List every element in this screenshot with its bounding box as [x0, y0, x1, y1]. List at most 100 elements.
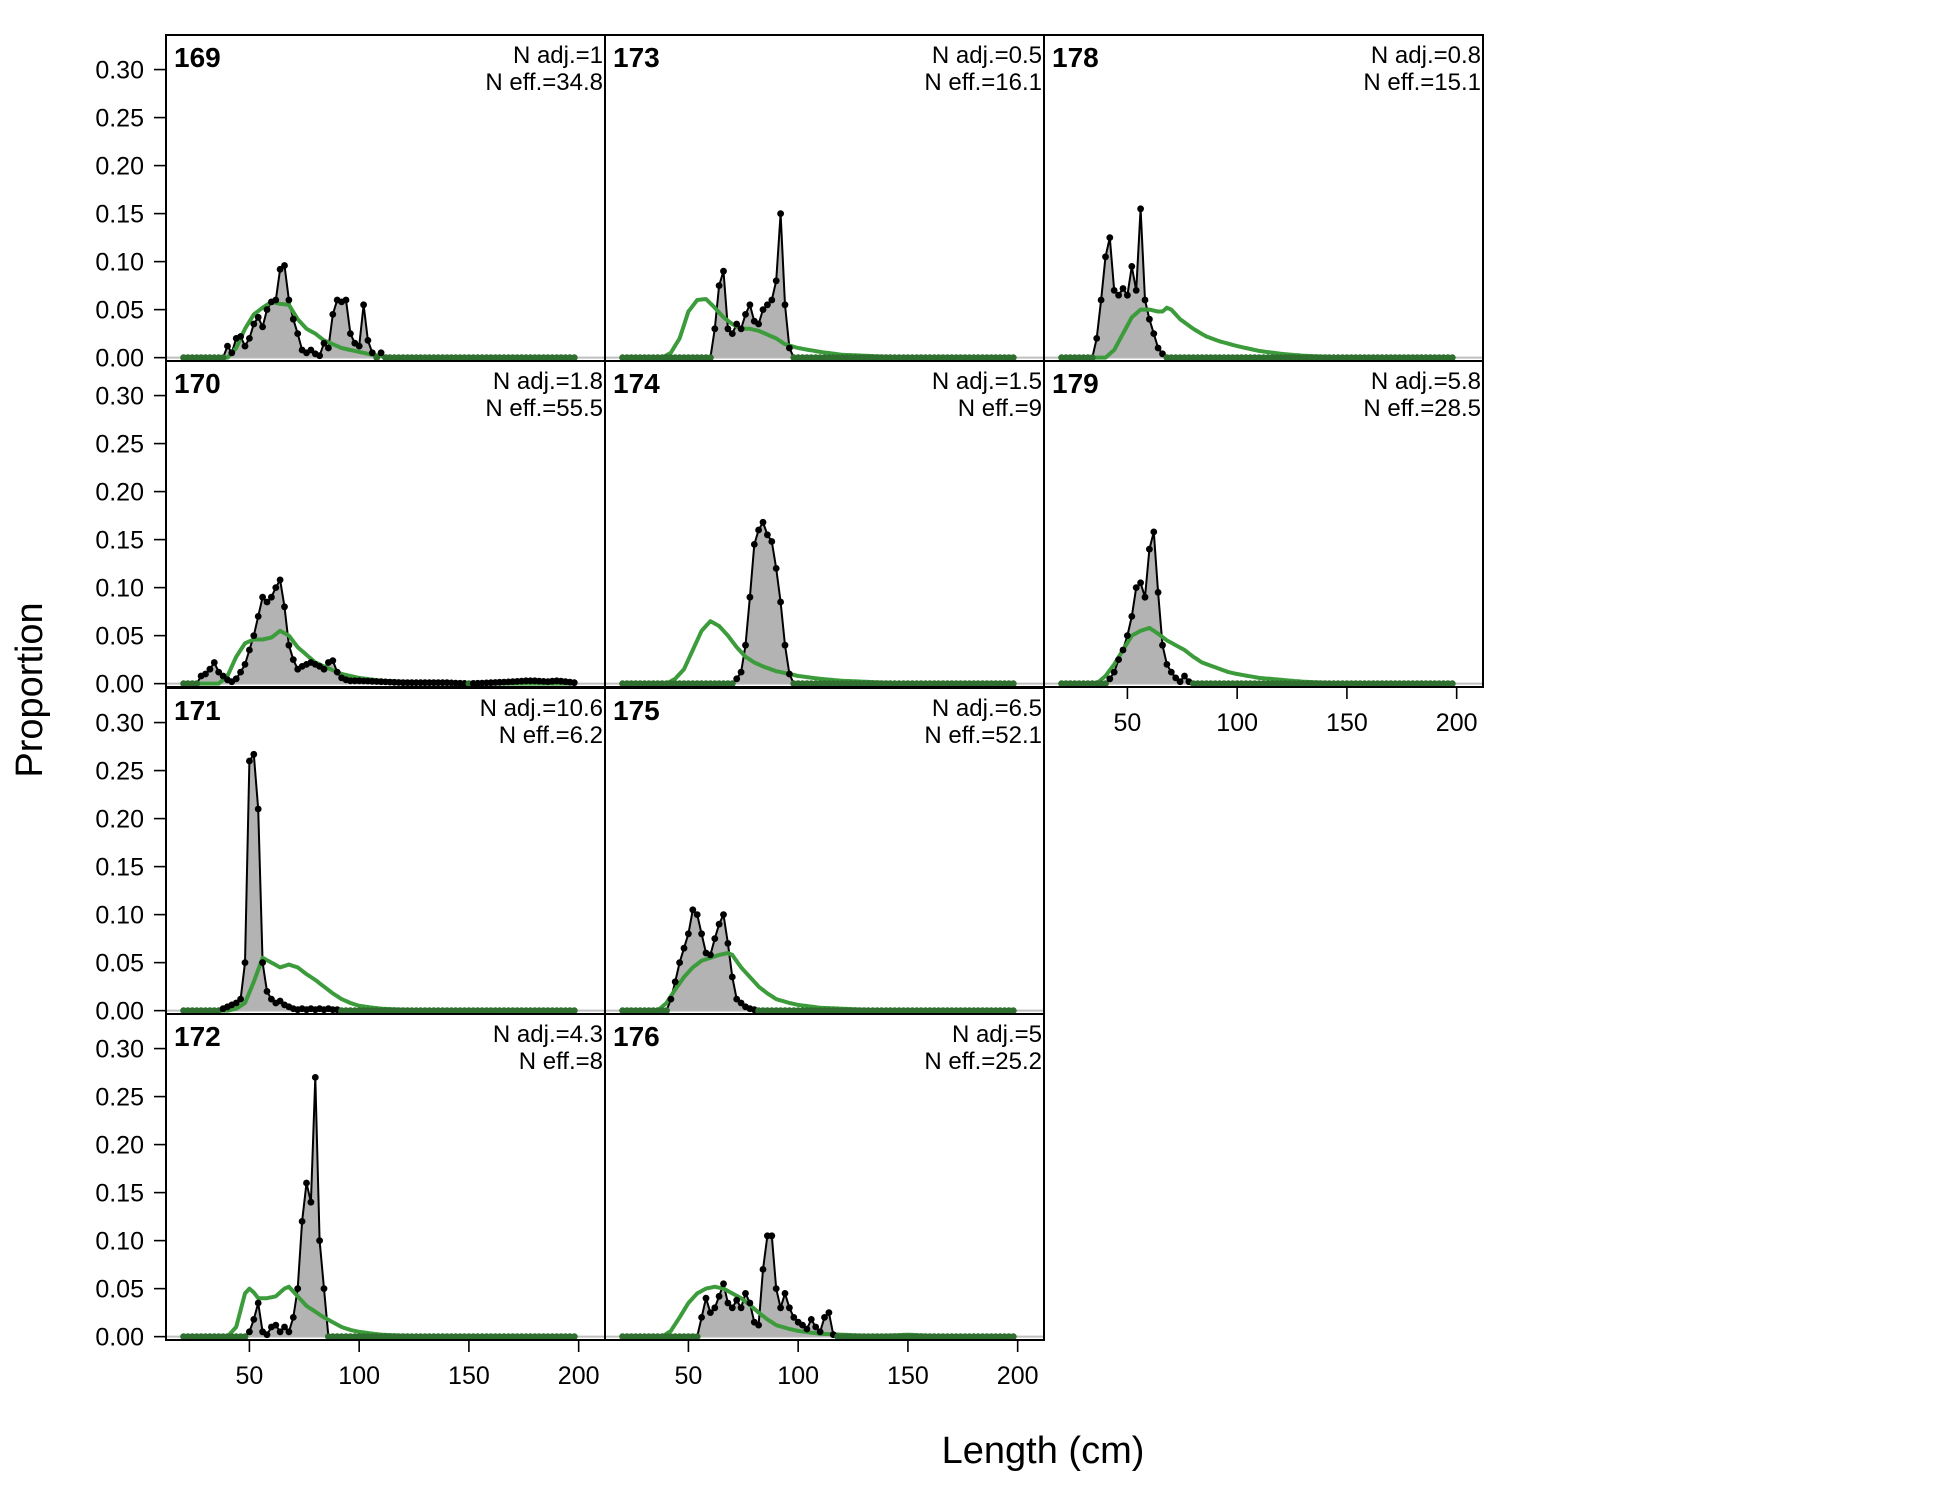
observed-point: [224, 342, 231, 350]
n-eff-label: N eff.=16.1: [924, 69, 1042, 96]
observed-point: [1115, 656, 1122, 663]
observed-point: [193, 680, 201, 687]
panel-171: 171 N adj.=10.6N eff.=6.2: [165, 687, 606, 1015]
panel-179: 179 N adj.=5.8N eff.=28.5: [1043, 360, 1484, 688]
observed-point: [663, 1007, 670, 1014]
panel-176: 176 N adj.=5N eff.=25.2: [604, 1013, 1045, 1341]
observed-point: [1088, 354, 1096, 361]
x-tick-label: 200: [997, 1362, 1039, 1390]
x-tick-label: 100: [338, 1362, 380, 1390]
observed-point: [289, 1314, 297, 1321]
observed-point: [1172, 674, 1180, 682]
n-eff-label: N eff.=25.2: [924, 1048, 1042, 1075]
observed-point: [246, 335, 253, 342]
observed-point: [711, 325, 719, 333]
panel-id-label: 175: [613, 695, 660, 726]
observed-point: [759, 1266, 767, 1273]
observed-area: [622, 909, 1014, 1011]
y-tick-label: 0.20: [95, 1132, 144, 1160]
panel-border: [1043, 360, 1484, 688]
observed-point: [268, 593, 275, 601]
observed-point: [715, 1292, 723, 1300]
observed-point: [759, 518, 767, 526]
observed-point: [693, 911, 701, 918]
y-tick-label: 0.05: [95, 1276, 144, 1304]
expected-line: [183, 1284, 575, 1339]
observed-point: [733, 995, 741, 1003]
observed-point: [276, 1328, 284, 1336]
observed-point: [667, 995, 675, 1003]
observed-point: [1106, 234, 1114, 242]
observed-point: [1154, 589, 1162, 596]
observed-point: [742, 311, 749, 318]
observed-point: [777, 210, 784, 218]
panel-border: [604, 1013, 1045, 1341]
observed-point: [1176, 678, 1184, 686]
observed-point: [1128, 263, 1136, 270]
observed-point: [781, 1290, 789, 1297]
observed-point: [1159, 641, 1166, 649]
observed-point: [377, 349, 385, 357]
n-adj-label: N adj.=4.3: [493, 1021, 603, 1048]
observed-point: [320, 1285, 328, 1292]
observed-point: [241, 1333, 249, 1340]
observed-point: [720, 267, 727, 275]
observed-area: [622, 1235, 1014, 1337]
observed-point: [685, 930, 692, 938]
observed-point: [781, 301, 789, 309]
x-tick-label: 200: [1436, 709, 1478, 737]
observed-point: [232, 999, 240, 1007]
observed-point: [316, 352, 323, 360]
observed-point: [570, 354, 578, 361]
y-tick-label: 0.25: [95, 431, 144, 459]
y-tick-label: 0.15: [95, 854, 144, 882]
observed-point: [281, 262, 288, 269]
observed-area: [183, 754, 575, 1011]
y-tick-label: 0.05: [95, 950, 144, 978]
n-eff-label: N eff.=6.2: [499, 722, 603, 749]
observed-line: [183, 751, 575, 1012]
y-tick-label: 0.20: [95, 806, 144, 834]
y-tick-label: 0.25: [95, 758, 144, 786]
observed-point: [1128, 613, 1136, 620]
observed-point: [294, 1285, 302, 1292]
n-eff-label: N eff.=55.5: [485, 395, 603, 422]
n-adj-label: N adj.=6.5: [932, 695, 1042, 722]
observed-point: [1448, 680, 1456, 687]
observed-point: [1110, 668, 1118, 676]
observed-point: [711, 935, 719, 942]
observed-point: [1150, 528, 1158, 536]
observed-point: [1124, 632, 1131, 639]
observed-point: [259, 323, 266, 331]
x-tick-label: 150: [448, 1362, 490, 1390]
y-tick-label: 0.00: [95, 998, 144, 1026]
observed-point: [250, 632, 258, 639]
observed-point: [1141, 593, 1149, 601]
observed-point: [254, 1299, 262, 1307]
observed-point: [786, 1304, 793, 1312]
observed-line: [622, 1234, 1014, 1338]
observed-point: [746, 1299, 754, 1307]
observed-point: [263, 988, 271, 995]
y-tick-label: 0.25: [95, 105, 144, 133]
observed-point: [799, 1321, 806, 1329]
panel-id-label: 171: [174, 695, 221, 726]
observed-point: [1141, 296, 1149, 304]
observed-point: [720, 1280, 727, 1288]
observed-point: [241, 342, 249, 350]
observed-point: [728, 330, 736, 337]
n-adj-label: N adj.=1.5: [932, 368, 1042, 395]
observed-point: [724, 1299, 732, 1307]
n-adj-label: N adj.=0.5: [932, 42, 1042, 69]
observed-point: [276, 265, 284, 273]
observed-point: [825, 1309, 833, 1316]
observed-point: [281, 1323, 288, 1331]
observed-point: [720, 911, 727, 918]
observed-point: [733, 320, 741, 328]
observed-point: [728, 973, 736, 981]
observed-point: [237, 333, 245, 340]
observed-point: [1009, 354, 1017, 361]
n-adj-label: N adj.=1: [513, 42, 603, 69]
observed-point: [1093, 335, 1101, 342]
observed-point: [737, 1304, 745, 1312]
